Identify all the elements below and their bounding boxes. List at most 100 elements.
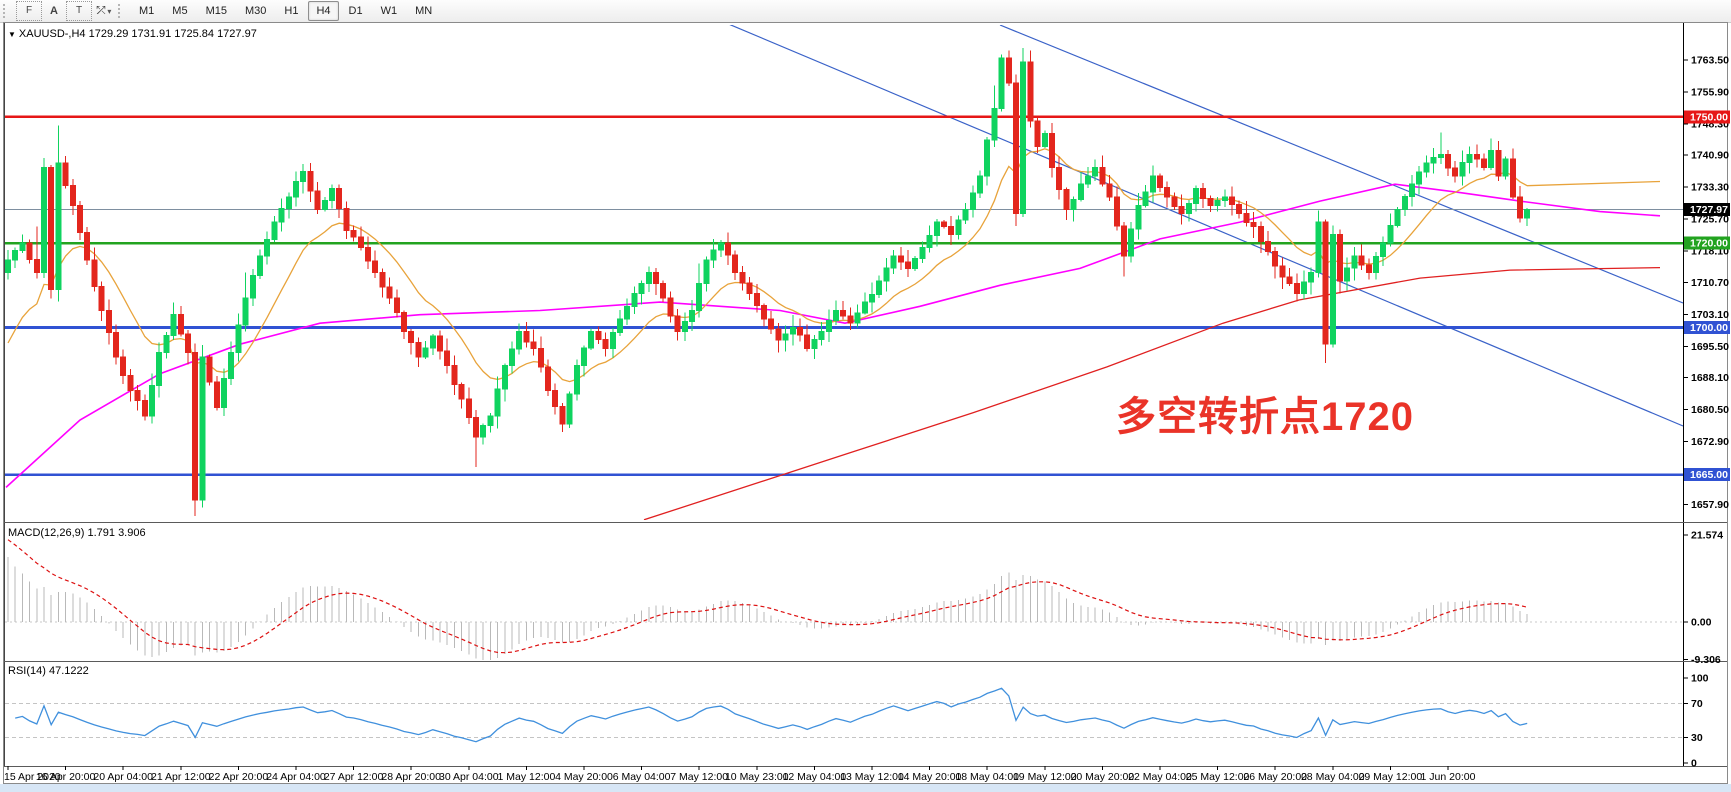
text-box-icon[interactable]: T [66, 1, 92, 21]
cursor-tools-icon[interactable]: ⤱ ▾ [94, 2, 114, 20]
candle-body [588, 331, 595, 349]
rsi-panel [5, 687, 1683, 743]
candle-body [221, 378, 227, 408]
price-tick-label: 1725.70 [1691, 214, 1729, 226]
candle-body [1027, 61, 1034, 122]
candle-body [1466, 154, 1473, 164]
candle-body [905, 261, 911, 269]
candle-body [1459, 162, 1466, 177]
timeframe-button-m1[interactable]: M1 [139, 5, 155, 17]
timeframe-button-m5[interactable]: M5 [172, 5, 188, 17]
candle-body [595, 331, 602, 340]
candle-body [494, 388, 501, 417]
candle-body [941, 221, 947, 227]
toolbar-grip [3, 4, 12, 18]
candle-body [1157, 175, 1163, 188]
candle-body [1272, 251, 1279, 267]
candle-body [1337, 234, 1343, 282]
candle-body [242, 297, 249, 326]
candle-body [257, 255, 263, 277]
candle-body [451, 364, 458, 386]
candle-body [566, 393, 573, 425]
candle-body [1322, 221, 1329, 345]
candle-body [1401, 196, 1408, 210]
price-tick-label: 1703.10 [1691, 309, 1729, 321]
candle-body [1221, 196, 1228, 201]
timeframe-button-w1[interactable]: W1 [380, 5, 398, 17]
cursor-arrows-glyph: ⤱ [96, 4, 106, 17]
candle-body [127, 374, 134, 392]
candle-body [336, 187, 343, 209]
candle-body [876, 280, 883, 296]
timeframe-button-h4[interactable]: H4 [308, 1, 339, 21]
candle-body [696, 283, 703, 312]
indicator-tick-label: 70 [1691, 698, 1703, 710]
rsi-name: RSI(14) [8, 665, 46, 677]
toolbar-grip-2 [118, 4, 127, 18]
candle-body [991, 107, 998, 141]
candle-body [617, 318, 623, 333]
price-tick-label: 1695.50 [1691, 341, 1729, 353]
candle-body [1106, 183, 1113, 198]
candle-body [833, 310, 839, 321]
price-badge-text: 1727.97 [1690, 204, 1728, 216]
text-label-icon[interactable]: A [50, 5, 58, 17]
candle-body [1214, 199, 1221, 206]
candle-body [897, 255, 904, 263]
chart-canvas[interactable]: 1763.501755.901748.301740.901733.301725.… [0, 22, 1731, 792]
candle-body [321, 200, 328, 210]
date-tick-label: 28 May 04:00 [1301, 771, 1365, 783]
candle-body [516, 331, 523, 350]
candle-body [969, 192, 976, 210]
candle-body [69, 184, 76, 206]
candle-body [948, 225, 955, 236]
candle-body [473, 416, 479, 438]
timeframe-button-h1[interactable]: H1 [284, 5, 299, 17]
candle-body [98, 286, 105, 312]
candle-body [134, 390, 141, 401]
candle-body [1257, 225, 1264, 243]
candle-body [552, 390, 559, 408]
indicator-tick-label: 21.574 [1691, 530, 1723, 542]
indicator-tick-label: -9.306 [1691, 654, 1721, 666]
price-tick-label: 1710.70 [1691, 277, 1729, 289]
timeframe-button-m15[interactable]: M15 [205, 5, 227, 17]
symbol-dropdown-icon[interactable]: ▼ [8, 30, 16, 39]
candle-body [437, 335, 443, 352]
candle-body [487, 415, 494, 426]
candle-body [91, 259, 98, 288]
date-tick-label: 24 Apr 04:00 [266, 771, 326, 783]
candle-body [703, 259, 710, 285]
candle-body [1308, 272, 1315, 283]
candle-body [271, 221, 278, 241]
candle-body [1488, 150, 1495, 168]
candle-body [962, 208, 969, 221]
timeframe-button-mn[interactable]: MN [415, 5, 433, 17]
price-tick-label: 1763.50 [1691, 55, 1729, 67]
candle-body [264, 239, 271, 257]
candle-body [105, 310, 112, 334]
candle-body [984, 139, 991, 177]
price-tick-label: 1740.90 [1691, 150, 1729, 162]
candle-body [631, 293, 638, 307]
candle-body [667, 297, 674, 317]
candle-body [1445, 154, 1451, 169]
candle-body [732, 254, 739, 274]
candle-body [163, 334, 170, 354]
timeframe-button-m30[interactable]: M30 [244, 5, 267, 17]
candle-body [480, 424, 487, 438]
candle-body [1509, 158, 1516, 198]
candle-body [1358, 255, 1365, 266]
candle-body [717, 242, 724, 251]
candle-body [1077, 183, 1084, 200]
date-tick-label: 20 May 20:00 [1071, 771, 1135, 783]
candle-body [1380, 242, 1387, 257]
candle-body [300, 171, 307, 182]
indicator-frame-icon[interactable]: F [16, 1, 42, 21]
timeframe-button-d1[interactable]: D1 [348, 5, 363, 17]
candle-body [530, 341, 537, 349]
chart-text-annotation: 多空转折点1720 [1116, 395, 1414, 439]
candle-body [1524, 209, 1531, 219]
candle-body [912, 257, 919, 269]
